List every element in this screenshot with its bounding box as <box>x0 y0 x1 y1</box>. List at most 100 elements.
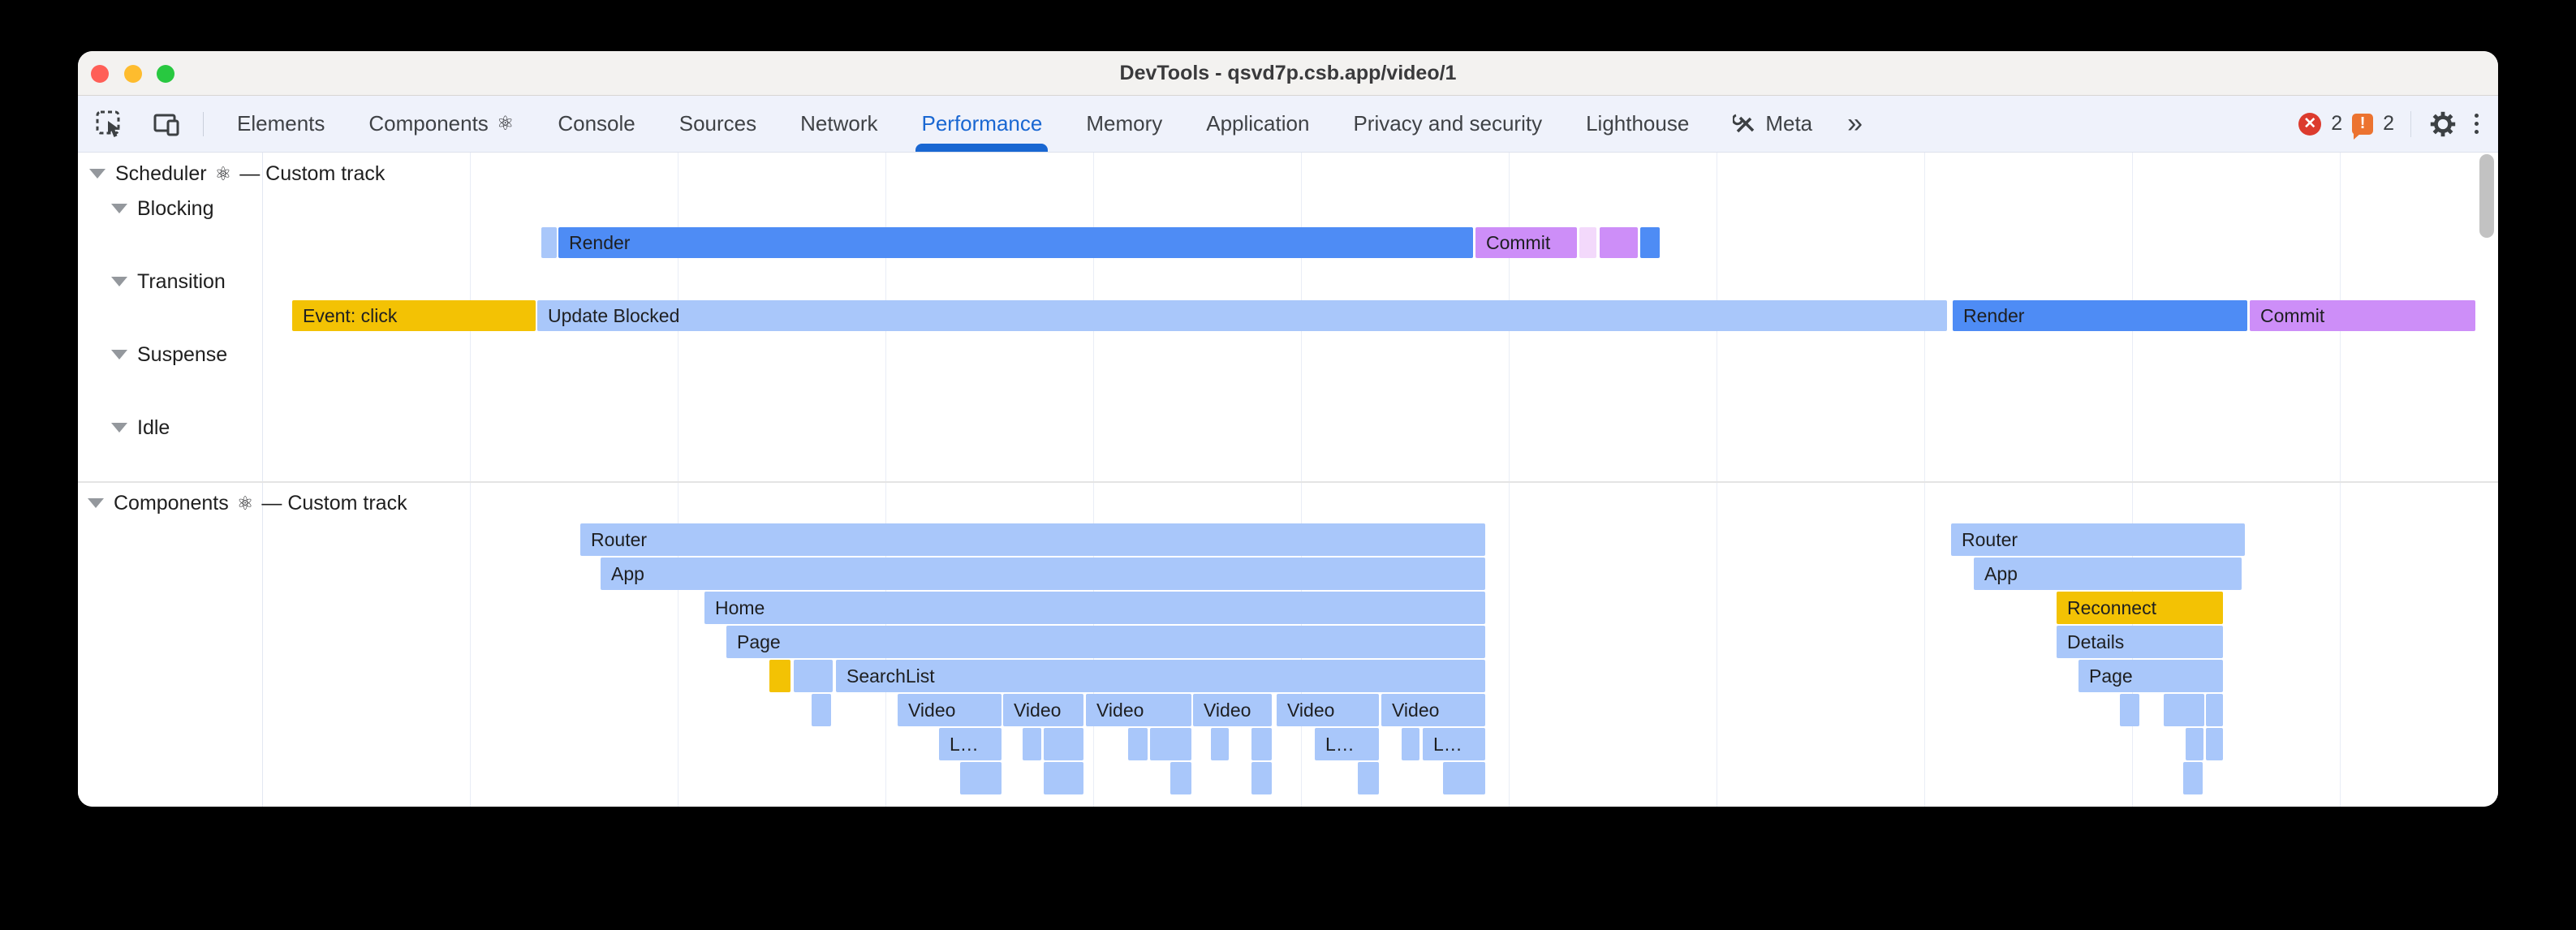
traffic-light-zoom-button[interactable] <box>157 65 174 83</box>
traffic-light-close-button[interactable] <box>91 65 109 83</box>
flame-bar[interactable] <box>1023 728 1041 760</box>
settings-gear-icon[interactable] <box>2427 109 2458 140</box>
tab-application[interactable]: Application <box>1184 96 1331 152</box>
flame-bar[interactable] <box>2186 728 2203 760</box>
flame-bar[interactable] <box>960 762 1002 794</box>
flame-bar-l-[interactable]: L… <box>1423 728 1485 760</box>
tab-sources[interactable]: Sources <box>657 96 778 152</box>
flame-bar[interactable] <box>1358 762 1379 794</box>
flame-bar-video[interactable]: Video <box>1277 694 1379 726</box>
traffic-light-minimize-button[interactable] <box>124 65 142 83</box>
lane-blocking[interactable]: Blocking <box>111 192 214 225</box>
error-count[interactable]: 2 <box>2331 112 2343 135</box>
collapse-triangle-icon[interactable] <box>111 350 127 360</box>
tab-label: Memory <box>1086 111 1163 136</box>
flame-bar-event-click[interactable]: Event: click <box>292 300 536 331</box>
collapse-triangle-icon[interactable] <box>111 204 127 213</box>
flame-bar[interactable] <box>1150 728 1191 760</box>
issues-icon[interactable]: ! <box>2352 113 2374 140</box>
collapse-triangle-icon[interactable] <box>88 498 104 508</box>
label-column-divider <box>262 153 263 807</box>
flame-bar-router[interactable]: Router <box>580 523 1485 556</box>
flame-bar-commit[interactable]: Commit <box>2250 300 2475 331</box>
flame-bar-video[interactable]: Video <box>1193 694 1272 726</box>
titlebar: DevTools - qsvd7p.csb.app/video/1 <box>78 51 2498 96</box>
flame-bar[interactable] <box>1128 728 1148 760</box>
flame-bar[interactable] <box>2164 694 2204 726</box>
tab-meta[interactable]: Meta <box>1711 96 1834 152</box>
lane-suspense[interactable]: Suspense <box>111 338 227 371</box>
flame-bar-page[interactable]: Page <box>726 626 1485 658</box>
device-toolbar-icon[interactable] <box>151 109 182 140</box>
flame-bar[interactable] <box>2206 694 2223 726</box>
flame-bar[interactable] <box>794 660 833 692</box>
flame-bar-home[interactable]: Home <box>704 592 1485 624</box>
flame-bar-video[interactable]: Video <box>1003 694 1083 726</box>
flame-bar-app[interactable]: App <box>1974 558 2242 590</box>
gridline <box>1924 153 1925 807</box>
tab-console[interactable]: Console <box>536 96 657 152</box>
tab-label: Privacy and security <box>1353 111 1543 136</box>
flame-bar[interactable] <box>541 227 557 258</box>
vertical-scrollbar-thumb[interactable] <box>2479 154 2494 238</box>
flame-bar[interactable] <box>812 694 831 726</box>
flame-bar-commit[interactable]: Commit <box>1475 227 1577 258</box>
tab-components[interactable]: Components ⚛ <box>347 96 536 152</box>
inspect-element-icon[interactable] <box>94 109 125 140</box>
flame-bar-searchlist[interactable]: SearchList <box>836 660 1485 692</box>
flame-bar-l-[interactable]: L… <box>939 728 1002 760</box>
track-suffix: — Custom track <box>261 491 407 515</box>
track-header-components[interactable]: Components ⚛ — Custom track <box>88 487 407 519</box>
atom-icon: ⚛ <box>496 113 515 135</box>
collapse-triangle-icon[interactable] <box>111 277 127 286</box>
tab-privacy-and-security[interactable]: Privacy and security <box>1331 96 1564 152</box>
flame-bar[interactable] <box>1443 762 1485 794</box>
flame-bar[interactable] <box>2120 694 2139 726</box>
flame-bar[interactable] <box>1402 728 1419 760</box>
flame-bar-video[interactable]: Video <box>1086 694 1191 726</box>
tab-memory[interactable]: Memory <box>1064 96 1184 152</box>
tab-performance[interactable]: Performance <box>899 96 1064 152</box>
devtools-toolbar: Elements Components ⚛ Console Sources Network… <box>78 96 2498 153</box>
flame-bar[interactable] <box>1640 227 1660 258</box>
error-icon[interactable]: ✕ <box>2298 112 2322 136</box>
flame-bar[interactable] <box>1579 227 1596 258</box>
flame-bar[interactable] <box>769 660 790 692</box>
track-header-scheduler[interactable]: Scheduler ⚛ — Custom track <box>89 157 385 190</box>
flame-bar-details[interactable]: Details <box>2057 626 2223 658</box>
tab-label: Lighthouse <box>1586 111 1690 136</box>
flame-bar[interactable] <box>2206 728 2223 760</box>
issues-count[interactable]: 2 <box>2383 112 2394 135</box>
flame-bar-video[interactable]: Video <box>898 694 1002 726</box>
lane-idle[interactable]: Idle <box>111 411 170 444</box>
flame-bar[interactable] <box>1044 728 1083 760</box>
kebab-menu-icon[interactable] <box>2468 114 2485 134</box>
flame-bar-page[interactable]: Page <box>2078 660 2223 692</box>
flame-bar-reconnect[interactable]: Reconnect <box>2057 592 2223 624</box>
tab-elements[interactable]: Elements <box>215 96 347 152</box>
flame-bar-router[interactable]: Router <box>1951 523 2245 556</box>
collapse-triangle-icon[interactable] <box>89 169 106 179</box>
flame-bar[interactable] <box>1600 227 1638 258</box>
flame-bar[interactable] <box>1170 762 1191 794</box>
flame-bar-app[interactable]: App <box>601 558 1485 590</box>
flame-bar[interactable] <box>1044 762 1083 794</box>
tab-lighthouse[interactable]: Lighthouse <box>1564 96 1711 152</box>
gridline <box>2340 153 2341 807</box>
flame-bar-l-[interactable]: L… <box>1315 728 1379 760</box>
flame-bar[interactable] <box>1251 728 1272 760</box>
flame-bar[interactable] <box>1211 728 1229 760</box>
toolbar-right-cluster: ✕ 2 ! 2 <box>2298 96 2485 152</box>
tab-network[interactable]: Network <box>778 96 899 152</box>
flame-bar-video[interactable]: Video <box>1381 694 1485 726</box>
atom-icon: ⚛ <box>214 162 232 184</box>
flame-bar[interactable] <box>1251 762 1272 794</box>
flame-bar-render[interactable]: Render <box>558 227 1473 258</box>
more-tabs-icon[interactable]: » <box>1847 108 1863 139</box>
lane-transition[interactable]: Transition <box>111 265 226 298</box>
flame-bar-update-blocked[interactable]: Update Blocked <box>537 300 1947 331</box>
collapse-triangle-icon[interactable] <box>111 423 127 433</box>
flame-bar[interactable] <box>2183 762 2203 794</box>
flame-bar-render[interactable]: Render <box>1953 300 2247 331</box>
